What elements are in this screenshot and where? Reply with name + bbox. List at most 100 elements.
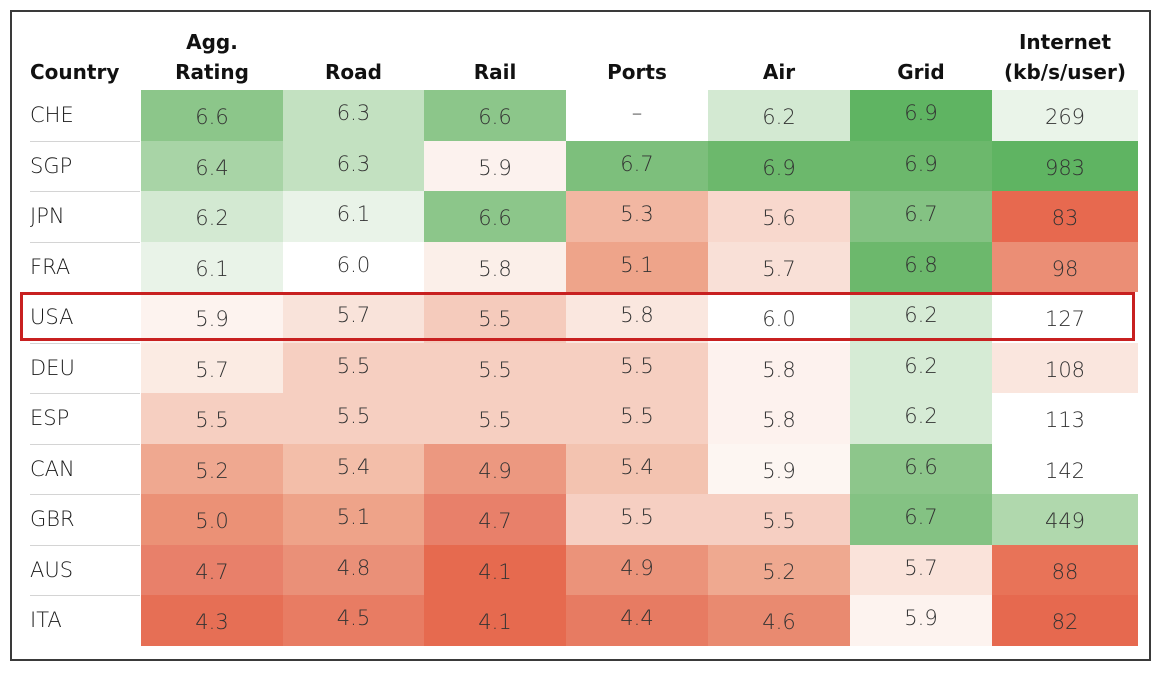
cell-che-road: 6.3 [283,90,424,141]
row-label-gbr: GBR [30,507,75,531]
cell-fra-rail: 5.8 [424,241,566,293]
cell-esp-road: 5.5 [283,393,424,444]
cell-jpn-road: 6.1 [283,191,424,242]
cell-sgp-air: 6.9 [708,140,850,192]
row-label-che: CHE [30,103,74,127]
row-label-usa: USA [30,305,74,329]
cell-gbr-agg: 5.0 [141,494,283,545]
cell-can-air: 5.9 [708,443,850,495]
cell-can-grid: 6.6 [850,443,992,495]
cell-ita-rail: 4.1 [424,595,566,646]
cell-sgp-rail: 5.9 [424,140,566,192]
cell-deu-road: 5.5 [283,342,424,394]
cell-gbr-ports: 5.5 [566,494,708,545]
header-ports-line2: Ports [607,60,667,84]
cell-usa-ports: 5.8 [566,292,708,343]
cell-gbr-air: 5.5 [708,494,850,545]
cell-gbr-road: 5.1 [283,494,424,545]
cell-esp-internet: 113 [992,393,1138,444]
header-internet-line2: (kb/s/user) [1004,60,1126,84]
row-separator [30,544,140,546]
cell-can-road: 5.4 [283,443,424,495]
cell-fra-road: 6.0 [283,241,424,293]
cell-che-air: 6.2 [708,90,850,141]
cell-can-internet: 142 [992,443,1138,495]
header-country-line2: Country [30,60,120,84]
cell-che-ports: – [566,90,708,141]
cell-aus-rail: 4.1 [424,544,566,596]
cell-sgp-agg: 6.4 [141,140,283,192]
cell-sgp-ports: 6.7 [566,140,708,192]
cell-ita-road: 4.5 [283,595,424,646]
header-rail-line2: Rail [473,60,517,84]
cell-can-rail: 4.9 [424,443,566,495]
cell-che-agg: 6.6 [141,90,283,141]
cell-ita-internet: 82 [992,595,1138,646]
header-air-line2: Air [762,60,796,84]
cell-aus-ports: 4.9 [566,544,708,596]
cell-deu-agg: 5.7 [141,342,283,394]
cell-ita-air: 4.6 [708,595,850,646]
row-separator [30,140,140,142]
cell-can-ports: 5.4 [566,443,708,495]
row-separator [30,191,140,192]
row-separator [30,342,140,344]
row-label-esp: ESP [30,406,70,430]
cell-esp-grid: 6.2 [850,393,992,444]
cell-che-rail: 6.6 [424,90,566,141]
table-frame [10,10,1151,661]
cell-usa-rail: 5.5 [424,292,566,343]
cell-deu-rail: 5.5 [424,342,566,394]
cell-jpn-air: 5.6 [708,191,850,242]
header-agg-line1: Agg. [186,30,238,54]
cell-deu-internet: 108 [992,342,1138,394]
cell-fra-agg: 6.1 [141,241,283,293]
cell-ita-ports: 4.4 [566,595,708,646]
cell-jpn-grid: 6.7 [850,191,992,242]
cell-jpn-agg: 6.2 [141,191,283,242]
cell-esp-ports: 5.5 [566,393,708,444]
cell-aus-air: 5.2 [708,544,850,596]
cell-ita-agg: 4.3 [141,595,283,646]
cell-fra-ports: 5.1 [566,241,708,293]
cell-deu-grid: 6.2 [850,342,992,394]
row-separator [30,393,140,394]
cell-fra-air: 5.7 [708,241,850,293]
row-label-ita: ITA [30,608,62,632]
cell-deu-ports: 5.5 [566,342,708,394]
row-label-sgp: SGP [30,153,73,178]
cell-usa-internet: 127 [992,292,1138,343]
cell-jpn-ports: 5.3 [566,191,708,242]
cell-usa-grid: 6.2 [850,292,992,343]
cell-usa-air: 6.0 [708,292,850,343]
cell-ita-grid: 5.9 [850,595,992,646]
cell-sgp-road: 6.3 [283,140,424,192]
header-grid-line2: Grid [897,60,945,84]
cell-che-grid: 6.9 [850,90,992,141]
cell-jpn-internet: 83 [992,191,1138,242]
cell-aus-internet: 88 [992,544,1138,596]
cell-esp-air: 5.8 [708,393,850,444]
cell-aus-road: 4.8 [283,544,424,596]
cell-jpn-rail: 6.6 [424,191,566,242]
cell-usa-agg: 5.9 [141,292,283,343]
row-label-jpn: JPN [30,204,65,228]
row-label-fra: FRA [30,254,71,279]
cell-fra-internet: 98 [992,241,1138,293]
cell-esp-agg: 5.5 [141,393,283,444]
row-separator [30,494,140,495]
cell-usa-road: 5.7 [283,292,424,343]
cell-can-agg: 5.2 [141,443,283,495]
row-label-deu: DEU [30,355,75,380]
row-separator [30,595,140,596]
header-internet-line1: Internet [1018,30,1112,54]
cell-gbr-rail: 4.7 [424,494,566,545]
cell-che-internet: 269 [992,90,1138,141]
cell-sgp-internet: 983 [992,140,1138,192]
header-road-line2: Road [325,60,382,84]
cell-esp-rail: 5.5 [424,393,566,444]
header-agg-line2: Rating [175,60,249,84]
cell-sgp-grid: 6.9 [850,140,992,192]
row-separator [30,443,140,445]
cell-deu-air: 5.8 [708,342,850,394]
